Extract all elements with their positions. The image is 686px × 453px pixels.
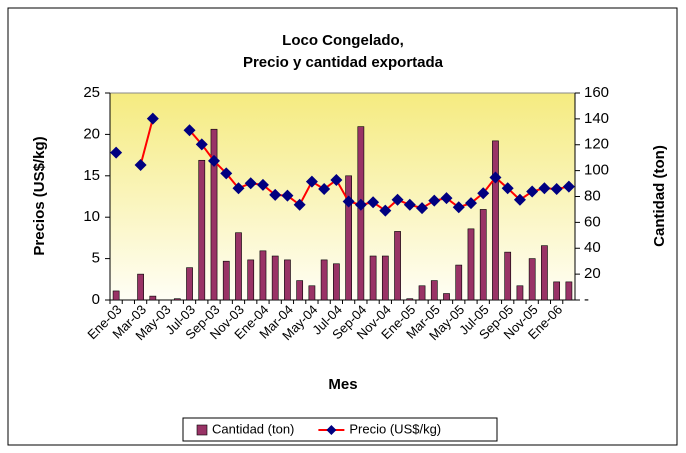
price-marker [526,185,539,198]
price-marker [550,183,563,196]
price-marker [244,177,257,190]
y2-axis-label: Cantidad (ton) [651,145,668,247]
price-marker [281,189,294,202]
chart-title: Loco Congelado, [282,32,404,49]
bar [516,285,524,301]
price-marker [440,192,453,205]
price-marker [538,182,551,195]
price-marker [232,182,245,195]
bar [467,228,475,301]
bar [235,232,242,301]
y2-tick-label: 100 [584,162,609,179]
bar [553,281,561,301]
bar [112,290,120,301]
price-marker [330,173,343,186]
price-marker [269,188,282,201]
bar [222,260,230,301]
bar [369,255,377,301]
price-marker [195,138,208,151]
price-marker [489,171,502,184]
chart-subtitle: Precio y cantidad exportada [243,54,444,71]
bar [247,259,255,301]
price-marker [134,159,147,172]
price-marker [110,146,123,159]
bar [381,255,389,301]
bar [296,280,304,301]
price-marker [220,167,233,180]
y2-tick-label: 80 [584,187,601,204]
price-marker [146,112,159,125]
price-marker [477,187,490,200]
bar [345,175,352,301]
price-marker [428,194,441,207]
y2-tick-label: 120 [584,136,609,153]
price-marker [354,198,367,211]
bar [492,140,499,301]
price-marker [208,154,221,167]
bar [259,250,267,301]
price-marker [183,124,196,137]
price-marker [318,183,331,196]
legend-label: Precio (US$/kg) [349,421,441,436]
bar [198,159,206,301]
bar [320,259,328,301]
price-marker [452,201,465,214]
bar [333,263,340,301]
y-tick-label: 20 [83,125,100,142]
bar [308,285,316,301]
bar [173,298,181,301]
bar [271,255,279,301]
y-tick-label: 0 [92,291,100,308]
price-marker [464,197,477,210]
bar [357,126,365,301]
y-tick-label: 10 [83,208,100,225]
bar [137,273,144,301]
bar [443,293,450,301]
legend-label: Cantidad (ton) [212,421,294,436]
price-marker [403,198,416,211]
price-marker [305,175,318,188]
legend-swatch [326,425,337,435]
y2-tick-label: 60 [584,213,601,230]
price-marker [391,193,404,206]
price-marker [293,198,306,211]
bar [455,264,463,301]
price-marker [256,178,269,191]
y-tick-label: 5 [92,250,100,267]
bar [528,258,536,301]
bar [186,267,193,301]
legend-swatch [196,424,208,436]
price-marker [501,182,514,195]
y2-tick-label: 160 [584,84,609,101]
bar [284,259,291,301]
y-axis-label: Precios (US$/kg) [31,136,48,255]
bar [430,280,438,301]
y2-tick-label: - [584,291,589,308]
bar [210,128,218,301]
bar [406,298,414,301]
y-tick-label: 15 [83,167,100,184]
price-marker [342,195,355,208]
bar [565,281,573,301]
bar [479,209,487,301]
bar [394,231,401,301]
y-tick-label: 25 [83,84,100,101]
bar [149,295,157,301]
bar [418,285,426,301]
x-axis-label: Mes [328,376,357,393]
price-marker [513,193,526,206]
y2-tick-label: 20 [584,265,601,282]
price-marker [416,202,429,215]
price-marker [379,204,392,217]
price-marker [367,196,380,209]
bar [504,251,512,301]
bar [541,245,548,301]
y2-tick-label: 40 [584,239,601,256]
y2-tick-label: 140 [584,110,609,127]
price-marker [562,180,575,193]
